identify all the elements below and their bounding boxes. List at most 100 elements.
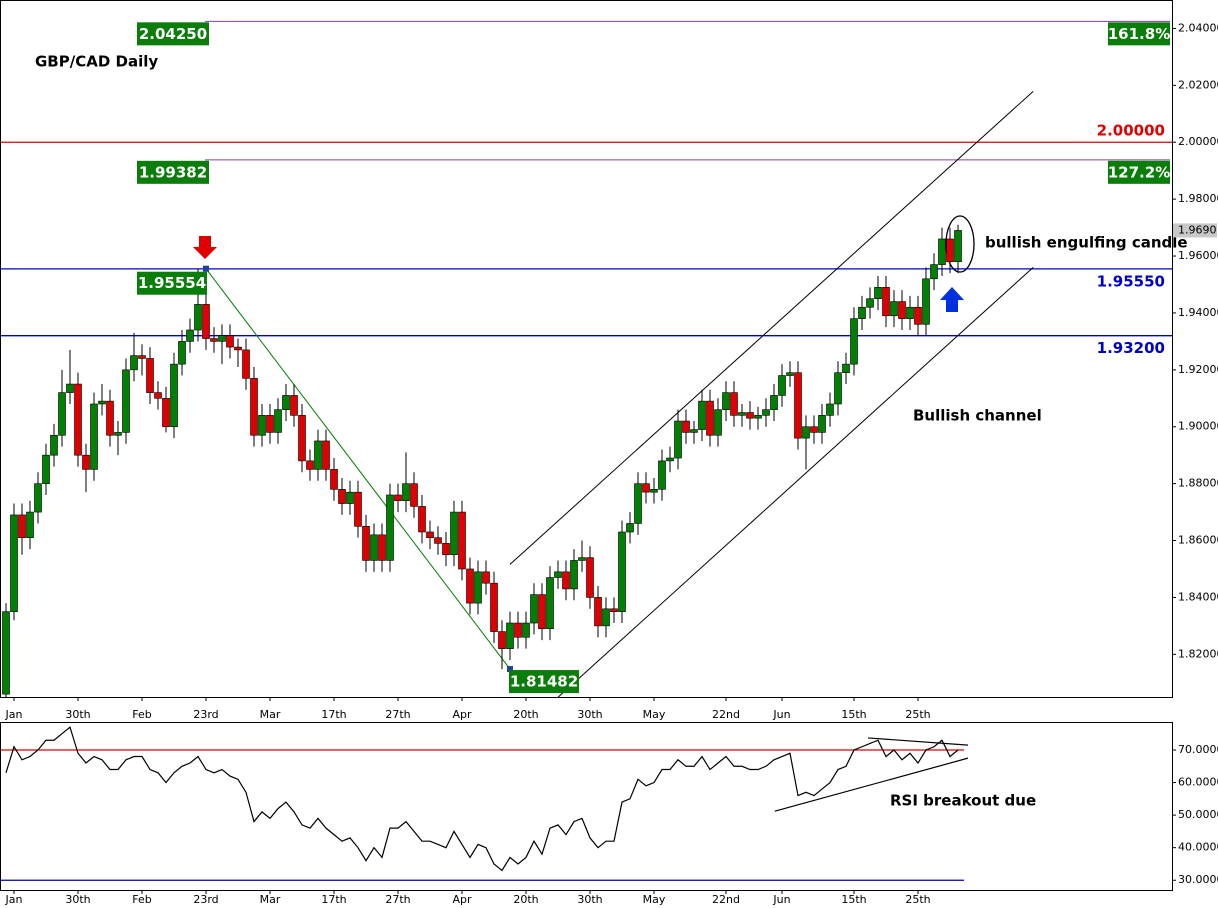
candle-body bbox=[210, 338, 218, 342]
candle-body bbox=[858, 306, 866, 319]
candle-body bbox=[74, 383, 82, 456]
label-box bbox=[137, 160, 209, 184]
x-tick-label: Jun bbox=[772, 893, 790, 906]
candle-body bbox=[290, 395, 298, 416]
down-arrow bbox=[193, 236, 217, 259]
candle-body bbox=[226, 335, 234, 348]
candle-body bbox=[306, 460, 314, 470]
candle-body bbox=[10, 514, 18, 612]
y-tick-label: 2.00000 bbox=[1178, 135, 1218, 148]
candle-body bbox=[906, 306, 914, 319]
candle-body bbox=[570, 560, 578, 590]
candle-body bbox=[154, 392, 162, 399]
candle-body bbox=[658, 460, 666, 490]
y-tick-label: 1.86000 bbox=[1178, 534, 1218, 547]
label-box bbox=[1108, 160, 1170, 184]
candle-body bbox=[386, 494, 394, 561]
trend-line bbox=[557, 267, 1034, 698]
level-label: 2.04250 bbox=[139, 25, 207, 43]
candle-body bbox=[762, 409, 770, 416]
annotation: RSI breakout due bbox=[890, 792, 1036, 810]
candle-body bbox=[258, 415, 266, 436]
candle-body bbox=[874, 287, 882, 300]
candle-body bbox=[674, 420, 682, 459]
candle-body bbox=[562, 571, 570, 590]
candle-body bbox=[194, 304, 202, 331]
rsi-tick-label: 50.0000 bbox=[1178, 808, 1218, 821]
candle-body bbox=[426, 531, 434, 538]
candle-body bbox=[954, 230, 962, 263]
candle-body bbox=[834, 372, 842, 405]
x-tick-label: 25th bbox=[905, 893, 930, 906]
x-tick-label: 27th bbox=[385, 893, 410, 906]
candle-body bbox=[746, 412, 754, 419]
candle-body bbox=[506, 622, 514, 649]
candle-body bbox=[66, 383, 74, 393]
candle-body bbox=[50, 434, 58, 456]
x-tick-label: 17th bbox=[321, 893, 346, 906]
rsi-tick-label: 30.0000 bbox=[1178, 873, 1218, 886]
x-tick-label: Feb bbox=[132, 893, 151, 906]
label-box bbox=[509, 670, 579, 694]
candle-body bbox=[938, 238, 946, 265]
candle-body bbox=[466, 568, 474, 604]
candle-body bbox=[682, 420, 690, 433]
candle-body bbox=[706, 400, 714, 436]
candle-body bbox=[130, 355, 138, 371]
candle-body bbox=[634, 483, 642, 524]
candle-body bbox=[730, 392, 738, 416]
point-marker bbox=[507, 666, 513, 673]
candle-body bbox=[58, 392, 66, 436]
candle-body bbox=[458, 511, 466, 570]
candle-body bbox=[370, 534, 378, 561]
candle-body bbox=[922, 278, 930, 325]
x-tick-label: Apr bbox=[452, 893, 472, 906]
rsi-frame bbox=[0, 722, 1173, 891]
candle-body bbox=[82, 454, 90, 470]
candle-body bbox=[946, 238, 954, 263]
label-box bbox=[137, 22, 209, 46]
candle-body bbox=[818, 415, 826, 433]
candle-body bbox=[826, 403, 834, 416]
candle-body bbox=[754, 415, 762, 419]
x-tick-label: Jun bbox=[772, 708, 790, 721]
candle-body bbox=[170, 363, 178, 428]
candle-body bbox=[234, 346, 242, 351]
candle-body bbox=[314, 440, 322, 470]
x-tick-label: 22nd bbox=[712, 708, 740, 721]
candle-body bbox=[842, 363, 850, 373]
candle-body bbox=[650, 489, 658, 493]
x-tick-label: Mar bbox=[260, 708, 281, 721]
candle-body bbox=[794, 372, 802, 439]
candle-body bbox=[594, 597, 602, 627]
x-tick-label: 17th bbox=[321, 708, 346, 721]
candle-body bbox=[498, 631, 506, 649]
x-tick-label: 20th bbox=[513, 708, 538, 721]
candle-body bbox=[330, 469, 338, 490]
point-label: 1.81482 bbox=[510, 673, 578, 691]
candle-body bbox=[578, 557, 586, 561]
candle-body bbox=[866, 298, 874, 308]
candle-body bbox=[786, 372, 794, 376]
y-tick-label: 1.98000 bbox=[1178, 192, 1218, 205]
candle-body bbox=[690, 429, 698, 433]
candle-body bbox=[802, 426, 810, 439]
x-tick-label: 30th bbox=[65, 893, 90, 906]
candle-body bbox=[250, 378, 258, 436]
x-tick-label: Jan bbox=[5, 893, 23, 906]
rsi-tick-label: 40.0000 bbox=[1178, 841, 1218, 854]
candle-body bbox=[282, 395, 290, 410]
point-marker bbox=[203, 265, 209, 272]
level-pct: 161.8% bbox=[1108, 25, 1170, 43]
x-tick-label: May bbox=[643, 893, 666, 906]
candle-body bbox=[402, 483, 410, 502]
candle-body bbox=[450, 511, 458, 556]
x-tick-label: 20th bbox=[513, 893, 538, 906]
candle-body bbox=[626, 523, 634, 533]
candle-body bbox=[418, 506, 426, 533]
candle-body bbox=[346, 491, 354, 504]
candle-body bbox=[34, 483, 42, 513]
candle-body bbox=[2, 611, 10, 695]
trend-line bbox=[509, 90, 1034, 565]
